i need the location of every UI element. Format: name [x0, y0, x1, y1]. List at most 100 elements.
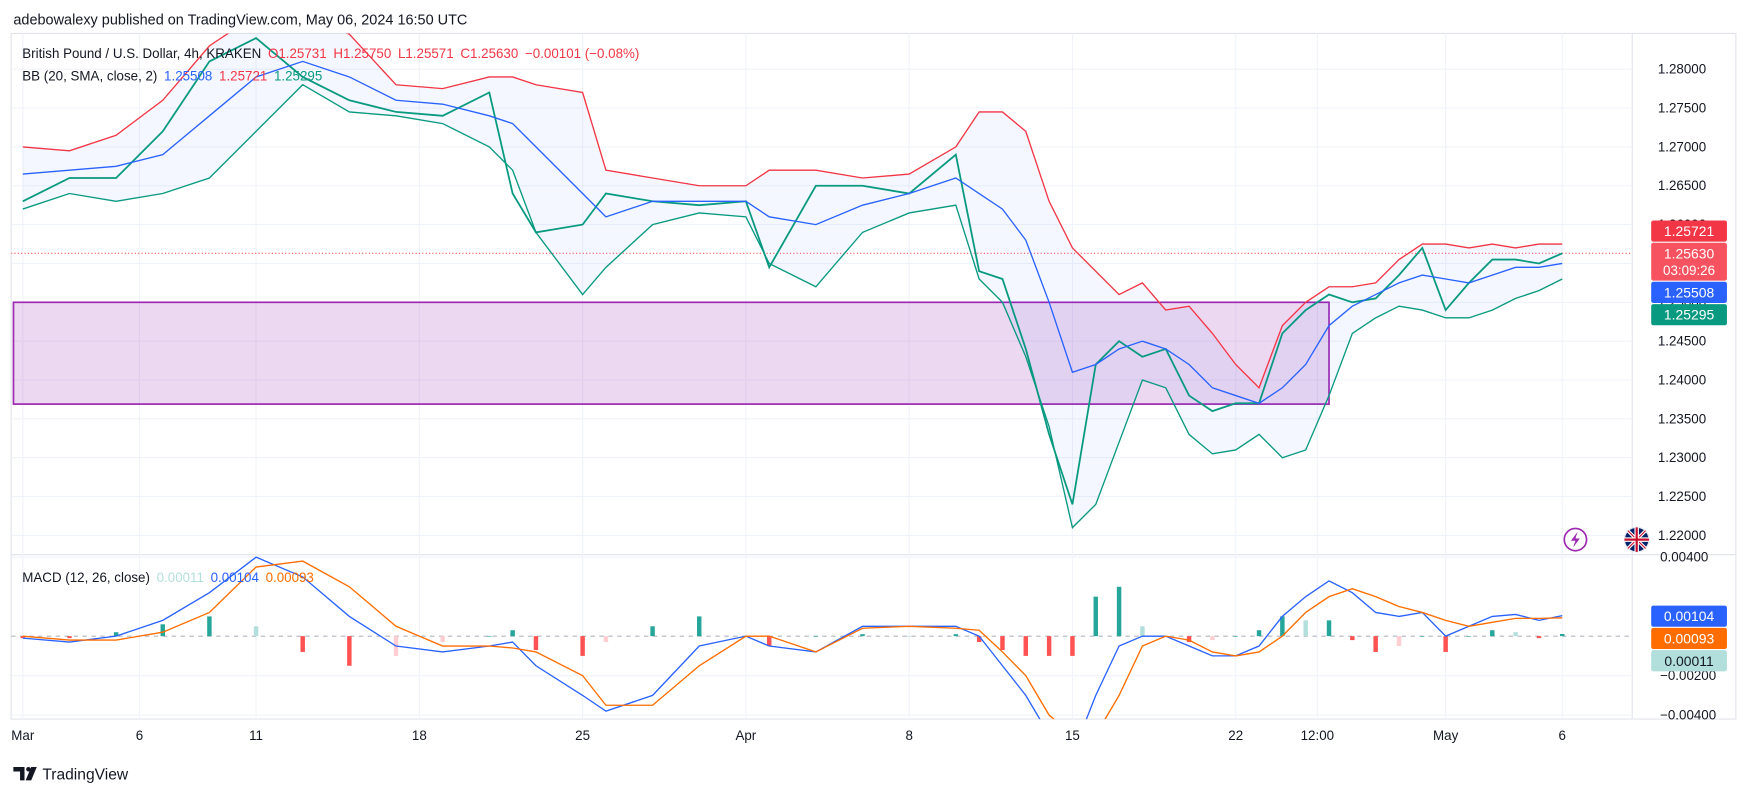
macd-tag [1651, 605, 1727, 627]
histogram-bar [300, 636, 305, 652]
histogram-bar [487, 636, 492, 637]
indicator-value: 0.00011 [157, 570, 204, 585]
x-tick-label: Apr [735, 728, 756, 743]
y-tick-label: 1.22000 [1658, 528, 1706, 543]
ohlc: C1.25630 [460, 46, 518, 61]
indicator-value: 0.00093 [266, 570, 314, 585]
x-tick-label: 12:00 [1301, 728, 1334, 743]
histogram-bar [1513, 632, 1518, 637]
zone [12, 301, 1330, 405]
x-tick-label: 6 [136, 728, 143, 743]
histogram-bar [766, 636, 772, 647]
indicator-value: 0.00104 [211, 570, 260, 585]
histogram-bar [1070, 636, 1075, 656]
histogram-bar [813, 636, 819, 637]
x-tick-label: May [1433, 728, 1459, 743]
bb-lower [22, 83, 1563, 529]
y-tick-label: 1.23000 [1658, 450, 1706, 465]
y-tick-label: 1.24500 [1658, 334, 1706, 349]
histogram-bar [1303, 620, 1308, 637]
axes: Mar 6 11 18 25 Apr 8 15 22 12:00 May 6 1.28000 1.2750… [11, 62, 1727, 743]
macd-legend: MACD (12, 26, close) 0.00011 0.00104 0.0009… [22, 570, 314, 585]
histogram-bar [207, 616, 212, 637]
price-tag [1651, 304, 1727, 326]
histogram-bar [906, 636, 912, 637]
alert-icon[interactable] [1563, 527, 1588, 552]
histogram-bar [1373, 636, 1378, 652]
x-tick-label: 18 [412, 728, 427, 743]
histogram-bar [1326, 620, 1332, 637]
histogram-bar [650, 626, 655, 637]
band-fill [22, 33, 1563, 528]
histogram-bar [440, 636, 445, 643]
macd-pane [11, 556, 1633, 720]
frame [10, 32, 1737, 720]
y-tick-label: 1.26500 [1658, 178, 1706, 193]
histogram-bar [1116, 586, 1122, 637]
signal-line [22, 560, 1563, 720]
macd-tag [1651, 627, 1727, 650]
flag-icon[interactable] [1623, 526, 1650, 553]
histogram-bar [67, 636, 72, 639]
price-tag-label: 1.25295 [1664, 307, 1715, 323]
histogram-bar [1396, 636, 1402, 647]
y-tick-label: −0.00400 [1660, 708, 1716, 723]
brand-logo [13, 767, 37, 781]
ohlc: H1.25750 [333, 46, 391, 61]
histogram-bar [1490, 630, 1495, 637]
x-tick-label: 22 [1228, 728, 1243, 743]
x-tick-label: 6 [1559, 728, 1566, 743]
histogram-bar [1443, 636, 1448, 652]
price-tag [1651, 281, 1727, 303]
histogram-bar [1140, 626, 1145, 637]
ohlc: O1.25731 [268, 46, 327, 61]
indicator-legend: BB (20, SMA, close, 2) 1.25508 1.25721 1.25… [22, 68, 322, 83]
y-tick-label: 1.22500 [1658, 489, 1706, 504]
histogram-bar [1186, 636, 1192, 643]
price-pane [11, 33, 1633, 529]
indicator-value: 1.25721 [219, 68, 267, 83]
symbol: British Pound / U.S. Dollar, 4h, KRAKEN [22, 46, 261, 61]
indicator-value: 1.25295 [274, 68, 322, 83]
price-tag-label: 1.25630 [1664, 245, 1715, 261]
histogram-bar [533, 636, 539, 650]
histogram-bar [953, 634, 959, 637]
histogram-bar [1093, 596, 1098, 637]
histogram-bar [603, 636, 609, 643]
x-tick-label: 15 [1065, 728, 1080, 743]
histogram-bar [20, 636, 26, 639]
histogram-bar [1536, 636, 1542, 639]
indicator-name: MACD (12, 26, close) [22, 570, 150, 585]
histogram-bar [976, 636, 982, 643]
macd-tag [1651, 650, 1727, 672]
macd-tag-label: 0.00093 [1664, 630, 1715, 646]
price-tag [1651, 242, 1727, 281]
histogram-bar [860, 634, 865, 637]
macd-tag-label: 0.00011 [1664, 653, 1714, 669]
change: −0.00101 (−0.08%) [525, 46, 639, 61]
x-tick-label: 8 [905, 728, 912, 743]
bb-basis [22, 60, 1563, 405]
histogram-bar [253, 626, 259, 637]
histogram-bar [580, 636, 585, 656]
y-tick-label: 1.24000 [1658, 372, 1706, 387]
histogram-bar [1046, 636, 1052, 656]
histogram-bar [347, 636, 352, 666]
y-tick-label: 1.27000 [1658, 139, 1706, 154]
y-tick-label: 1.27500 [1658, 100, 1706, 115]
histogram-bar [697, 616, 702, 637]
macd-line [22, 556, 1563, 720]
histogram-bar [1210, 636, 1215, 641]
published-note: adebowalexy published on TradingView.com… [13, 13, 467, 29]
histogram-bar [160, 624, 165, 637]
histogram-bar [1000, 636, 1005, 650]
y-tick-label: 1.23500 [1658, 411, 1706, 426]
bb-upper [22, 33, 1563, 389]
histogram-bar [510, 630, 515, 637]
price [22, 37, 1563, 505]
histogram-bar [113, 632, 119, 637]
x-tick-label: 11 [249, 728, 263, 743]
